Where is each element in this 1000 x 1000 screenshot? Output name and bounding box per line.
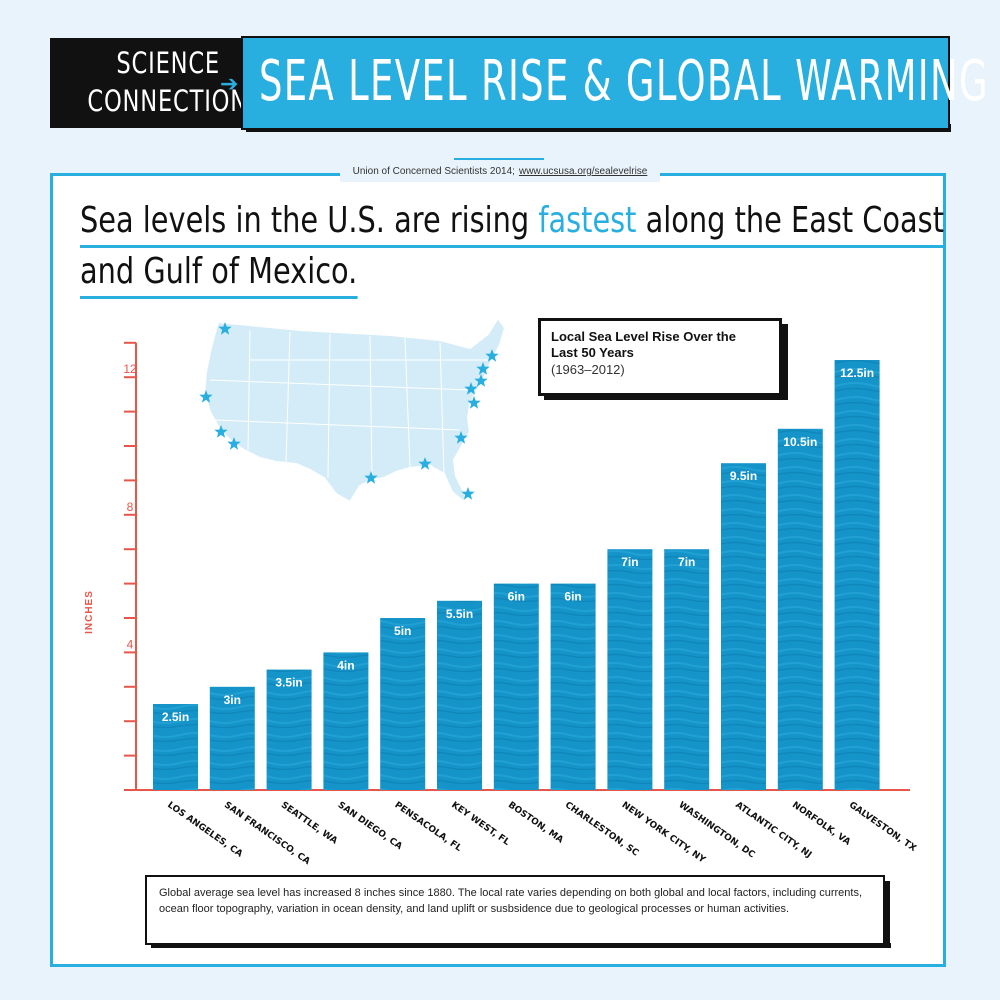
bar xyxy=(380,618,426,790)
bar-data-label: 6in xyxy=(564,590,581,604)
bar-data-label: 6in xyxy=(508,590,525,604)
x-tick-label: SEATTLE, WA xyxy=(279,800,339,846)
banner-title-block: SEA LEVEL RISE & GLOBAL WARMING xyxy=(243,38,988,128)
note-shadow xyxy=(151,943,891,948)
source-link[interactable]: www.ucsusa.org/sealevelrise xyxy=(518,166,648,177)
y-tick-label: 4 xyxy=(127,637,134,651)
star-icon xyxy=(364,471,378,484)
star-icon xyxy=(467,396,481,409)
source-citation: Union of Concerned Scientists 2014; www.u… xyxy=(340,158,660,182)
bar-data-label: 3in xyxy=(224,693,241,707)
bar-data-label: 7in xyxy=(678,555,695,569)
footnote-box: Global average sea level has increased 8… xyxy=(145,875,885,945)
bar xyxy=(721,463,766,790)
bar-data-label: 12.5in xyxy=(840,366,874,380)
bar-series: 2.5in 3in 3.5in 4in 5in 5.5in 6in 6in 7in 7in 9.5i… xyxy=(153,360,880,790)
state-borders xyxy=(209,329,490,481)
bar-data-label: 4in xyxy=(337,658,354,672)
headline-line2: and Gulf of Mexico. xyxy=(80,248,358,299)
star-icon xyxy=(227,437,241,450)
bar xyxy=(323,652,369,790)
star-icon xyxy=(474,374,488,387)
marker-group xyxy=(199,322,499,500)
star-icon xyxy=(476,362,490,375)
footnote-text: Global average sea level has increased 8… xyxy=(159,887,863,915)
legend-shadow-side xyxy=(782,324,788,400)
star-icon xyxy=(199,390,213,403)
x-tick-label: GALVESTON, TX xyxy=(847,800,918,854)
banner-left-line1: SCIENCE xyxy=(116,46,220,80)
headline-accent: fastest xyxy=(538,200,637,241)
star-icon xyxy=(214,425,228,438)
legend-shadow xyxy=(544,394,788,400)
y-tick-label: 12 xyxy=(123,362,137,376)
page-title: SEA LEVEL RISE & GLOBAL WARMING xyxy=(259,49,989,114)
bar xyxy=(664,549,710,790)
bar xyxy=(607,549,653,790)
legend-title: Local Sea Level Rise Over the Last 50 Ye… xyxy=(551,329,736,360)
legend-subtitle: (1963–2012) xyxy=(551,362,625,377)
headline-part1: Sea levels in the U.S. are rising xyxy=(80,200,539,241)
headline-line1: Sea levels in the U.S. are rising fastes… xyxy=(80,197,944,248)
bar-data-label: 7in xyxy=(621,555,638,569)
headline: Sea levels in the U.S. are rising fastes… xyxy=(80,197,944,299)
bar-data-label: 5.5in xyxy=(446,607,473,621)
arrow-right-icon: ➔ xyxy=(220,71,239,96)
bar xyxy=(550,583,596,790)
star-icon xyxy=(485,349,499,362)
legend-box: Local Sea Level Rise Over the Last 50 Ye… xyxy=(538,318,782,396)
bar xyxy=(777,428,823,790)
star-icon xyxy=(418,457,432,470)
bar-data-label: 9.5in xyxy=(730,469,757,483)
star-icon xyxy=(464,382,478,395)
headline-part2: along the East Coast xyxy=(636,200,944,241)
star-icon xyxy=(454,431,468,444)
source-text: Union of Concerned Scientists 2014; xyxy=(352,166,515,177)
bar-data-label: 10.5in xyxy=(783,435,817,449)
star-icon xyxy=(461,487,475,500)
x-tick-label: NORFOLK, VA xyxy=(790,800,852,847)
y-tick-label: 8 xyxy=(127,500,134,514)
us-map-icon xyxy=(199,316,507,504)
bar xyxy=(437,600,482,790)
bar xyxy=(153,704,198,790)
bar xyxy=(209,686,255,790)
star-icon xyxy=(218,322,232,335)
bar xyxy=(493,583,539,790)
x-tick-label: BOSTON, MA xyxy=(506,800,565,845)
bar-data-label: 3.5in xyxy=(275,676,302,690)
banner-shadow xyxy=(246,124,951,132)
banner-science-connections: SCIENCE CONNECTIONS ➔ xyxy=(50,38,262,128)
bar xyxy=(834,360,880,790)
bar-data-label: 5in xyxy=(394,624,411,638)
source-rule xyxy=(454,158,544,160)
x-tick-label: KEY WEST, FL xyxy=(449,800,511,848)
y-axis-label: INCHES xyxy=(84,590,95,634)
note-shadow-side xyxy=(885,881,890,948)
bar xyxy=(266,669,312,790)
bar-data-label: 2.5in xyxy=(162,710,189,724)
